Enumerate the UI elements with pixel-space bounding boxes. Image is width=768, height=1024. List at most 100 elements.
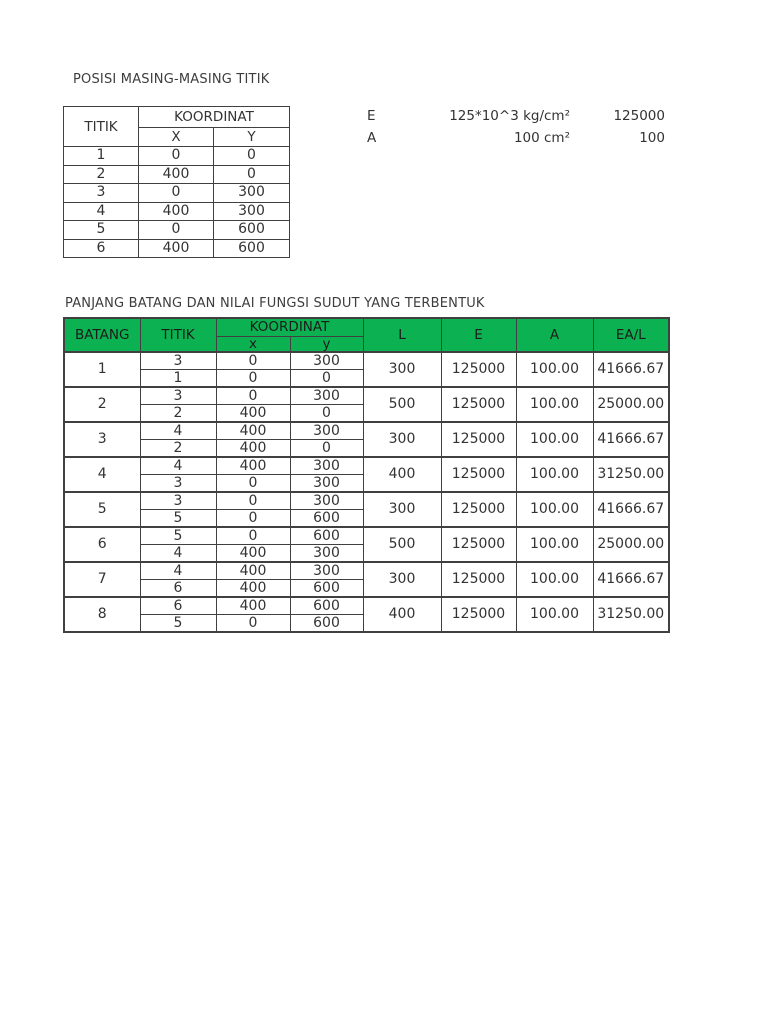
cell-titik: 1 [139, 368, 217, 387]
member-row: 5 3 0 300 300 125000 100.00 41666.67 [63, 490, 670, 527]
member-row: 2 3 0 300 500 125000 100.00 25000.00 [63, 385, 670, 422]
constant-e-label: E [367, 108, 376, 124]
cell-y: 600 [289, 595, 364, 615]
cell-x: 0 [138, 146, 214, 166]
t1-header-koordinat: KOORDINAT [138, 106, 290, 128]
cell-titik: 6 [139, 595, 217, 615]
cell-a: 100.00 [515, 350, 594, 387]
cell-titik: 3 [139, 490, 217, 510]
node-position-table: TITIK KOORDINAT X Y 1 0 0 2 400 0 3 0 30… [63, 106, 290, 258]
cell-batang: 8 [63, 595, 141, 632]
cell-batang: 7 [63, 560, 141, 597]
section1-title: POSISI MASING-MASING TITIK [73, 72, 270, 87]
cell-titik: 5 [63, 220, 139, 240]
cell-y: 600 [289, 508, 364, 527]
member-row: 3 4 400 300 300 125000 100.00 41666.67 [63, 420, 670, 457]
cell-l: 400 [362, 595, 442, 632]
cell-l: 300 [362, 350, 442, 387]
cell-x: 400 [215, 403, 291, 422]
cell-x: 0 [215, 508, 291, 527]
cell-ea-l: 31250.00 [592, 595, 670, 632]
table-row: 2 400 0 [63, 164, 290, 184]
cell-y: 600 [289, 578, 364, 597]
member-row: 1 3 0 300 300 125000 100.00 41666.67 [63, 350, 670, 387]
table-row: 4 400 300 [63, 201, 290, 221]
cell-batang: 5 [63, 490, 141, 527]
cell-titik: 6 [139, 578, 217, 597]
constant-a-value: 100 [639, 130, 665, 146]
cell-ea-l: 31250.00 [592, 455, 670, 492]
cell-x: 400 [215, 595, 291, 615]
cell-e: 125000 [440, 420, 517, 457]
cell-y: 600 [213, 238, 290, 258]
cell-a: 100.00 [515, 385, 594, 422]
cell-batang: 2 [63, 385, 141, 422]
cell-y: 300 [289, 490, 364, 510]
cell-y: 300 [289, 455, 364, 475]
cell-l: 400 [362, 455, 442, 492]
member-row: 4 4 400 300 400 125000 100.00 31250.00 [63, 455, 670, 492]
cell-a: 100.00 [515, 420, 594, 457]
cell-x: 400 [138, 238, 214, 258]
cell-titik: 4 [139, 560, 217, 580]
cell-titik: 3 [63, 183, 139, 203]
cell-ea-l: 41666.67 [592, 490, 670, 527]
cell-batang: 3 [63, 420, 141, 457]
cell-y: 600 [289, 525, 364, 545]
constant-a-label: A [367, 130, 377, 146]
constant-e-value: 125000 [613, 108, 665, 124]
cell-x: 0 [215, 385, 291, 405]
t1-header-y: Y [213, 127, 290, 147]
cell-a: 100.00 [515, 595, 594, 632]
cell-a: 100.00 [515, 455, 594, 492]
table-row: 5 0 600 [63, 220, 290, 240]
cell-y: 0 [289, 403, 364, 422]
cell-titik: 5 [139, 525, 217, 545]
cell-x: 400 [138, 164, 214, 184]
cell-e: 125000 [440, 595, 517, 632]
member-row: 5 0 600 [64, 508, 669, 527]
cell-l: 300 [362, 560, 442, 597]
constant-e-expression: 125*10^3 kg/cm² [449, 108, 570, 124]
member-row: 6 5 0 600 500 125000 100.00 25000.00 [63, 525, 670, 562]
cell-y: 300 [213, 183, 290, 203]
table-row: 6 400 600 [63, 238, 290, 258]
cell-y: 0 [213, 164, 290, 184]
t2-header-batang: BATANG [63, 317, 141, 352]
cell-titik: 4 [139, 455, 217, 475]
cell-e: 125000 [440, 560, 517, 597]
member-row: 1 0 0 [64, 368, 669, 387]
cell-x: 0 [138, 220, 214, 240]
cell-e: 125000 [440, 350, 517, 387]
cell-y: 300 [213, 201, 290, 221]
cell-titik: 5 [139, 508, 217, 527]
t2-header-ea-l: EA/L [592, 317, 670, 352]
t1-header-x: X [138, 127, 214, 147]
cell-y: 0 [289, 368, 364, 387]
cell-y: 0 [213, 146, 290, 166]
t2-header-e: E [440, 317, 517, 352]
cell-ea-l: 25000.00 [592, 385, 670, 422]
cell-titik: 1 [63, 146, 139, 166]
cell-titik: 3 [139, 350, 217, 370]
t2-header-titik: TITIK [139, 317, 217, 352]
cell-ea-l: 41666.67 [592, 560, 670, 597]
cell-x: 0 [215, 473, 291, 492]
cell-a: 100.00 [515, 490, 594, 527]
cell-titik: 4 [63, 201, 139, 221]
cell-x: 400 [215, 543, 291, 562]
cell-titik: 4 [139, 543, 217, 562]
cell-x: 0 [215, 490, 291, 510]
cell-l: 500 [362, 385, 442, 422]
cell-y: 300 [289, 350, 364, 370]
cell-y: 300 [289, 385, 364, 405]
cell-titik: 3 [139, 385, 217, 405]
cell-titik: 2 [139, 403, 217, 422]
cell-l: 300 [362, 490, 442, 527]
cell-y: 600 [289, 613, 364, 632]
cell-batang: 4 [63, 455, 141, 492]
t2-header-y: y [289, 335, 364, 352]
cell-x: 400 [215, 455, 291, 475]
cell-x: 0 [138, 183, 214, 203]
cell-y: 300 [289, 473, 364, 492]
